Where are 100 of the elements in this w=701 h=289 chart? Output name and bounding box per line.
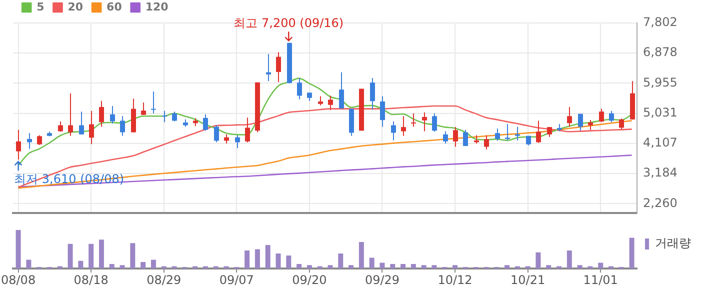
bar xyxy=(276,254,281,269)
candlestick xyxy=(609,110,614,123)
x-tick-label: 11/01 xyxy=(583,272,618,287)
candlestick xyxy=(120,116,125,136)
candlestick xyxy=(276,52,281,83)
bar xyxy=(296,264,302,269)
x-tick-label: 08/18 xyxy=(74,272,108,287)
x-tick-label: 09/07 xyxy=(219,272,254,287)
x-tick-label: 08/08 xyxy=(0,272,36,287)
bar xyxy=(432,265,437,269)
candlestick xyxy=(235,134,240,149)
candlestick xyxy=(16,129,21,160)
legend-label: 5 xyxy=(36,0,44,14)
bar xyxy=(546,265,552,269)
candlestick xyxy=(172,111,177,122)
candlestick xyxy=(79,111,84,136)
bar xyxy=(306,265,312,269)
candlestick xyxy=(411,112,416,128)
x-tick-label: 08/29 xyxy=(146,272,182,287)
candlestick xyxy=(37,134,42,146)
candlestick xyxy=(505,123,510,141)
legend-label: 120 xyxy=(145,0,169,14)
y-tick-label: 5,031 xyxy=(643,105,678,120)
candlestick xyxy=(619,118,624,130)
bar xyxy=(536,252,541,269)
bar xyxy=(452,265,458,269)
bar xyxy=(338,254,344,269)
legend-label: 20 xyxy=(68,0,84,14)
candlestick xyxy=(89,110,94,145)
bar xyxy=(369,258,374,269)
candlestick xyxy=(443,130,448,144)
candlestick xyxy=(214,124,219,143)
bar xyxy=(421,265,426,269)
bar xyxy=(68,244,73,269)
bar xyxy=(109,264,114,269)
x-tick-label: 09/20 xyxy=(292,272,327,287)
y-tick-label: 7,802 xyxy=(643,15,678,30)
x-tick-label: 10/21 xyxy=(510,272,546,287)
bar xyxy=(390,264,396,269)
bar xyxy=(254,249,260,269)
legend-label: 60 xyxy=(106,0,122,14)
candlestick xyxy=(599,108,604,123)
candlestick xyxy=(318,96,323,106)
candlestick xyxy=(141,102,146,116)
candlestick xyxy=(224,134,229,144)
candlestick xyxy=(162,110,167,123)
candlestick xyxy=(588,120,593,130)
bar xyxy=(16,230,21,269)
bar xyxy=(120,265,125,269)
candlestick xyxy=(536,120,541,144)
candlestick xyxy=(567,106,572,128)
candlestick xyxy=(370,77,375,110)
bar xyxy=(400,264,406,269)
bar xyxy=(348,265,354,269)
x-tick-label: 10/12 xyxy=(438,272,472,287)
legend-label: 거래량 xyxy=(655,236,691,250)
bar xyxy=(88,244,94,269)
candlestick xyxy=(266,54,271,82)
bar xyxy=(598,262,604,269)
bar xyxy=(358,242,364,269)
y-tick-label: 4,107 xyxy=(643,136,678,150)
candlestick xyxy=(328,95,333,110)
candlestick xyxy=(131,98,136,133)
bar xyxy=(328,265,333,269)
bar xyxy=(78,260,84,269)
bar xyxy=(265,245,270,269)
bar xyxy=(244,250,250,269)
candlestick xyxy=(578,113,583,132)
candlestick xyxy=(151,91,156,114)
y-tick-label: 2,260 xyxy=(643,196,678,210)
candlestick xyxy=(380,96,385,128)
bar xyxy=(629,238,634,269)
candlestick xyxy=(495,128,500,142)
candlestick xyxy=(422,112,427,132)
candlestick xyxy=(245,117,250,143)
y-tick-label: 6,878 xyxy=(643,45,678,60)
bar xyxy=(504,265,510,269)
y-tick-label: 5,955 xyxy=(643,75,678,90)
annotation: 최고 7,200 (09/16) xyxy=(234,16,344,30)
candlestick xyxy=(391,121,396,141)
y-tick-label: 3,184 xyxy=(643,166,678,180)
bar xyxy=(26,260,32,269)
bar xyxy=(140,262,146,269)
candlestick xyxy=(453,126,458,148)
bar xyxy=(380,262,385,269)
candlestick xyxy=(463,129,468,147)
candlestick xyxy=(349,108,354,136)
x-tick-label: 09/29 xyxy=(364,272,400,287)
candlestick xyxy=(27,132,32,150)
candlestick xyxy=(432,112,437,132)
bar xyxy=(286,255,292,269)
bar xyxy=(98,240,104,269)
bar xyxy=(410,264,416,269)
bar xyxy=(577,265,582,269)
candlestick xyxy=(110,106,115,124)
candlestick xyxy=(339,72,344,110)
candlestick xyxy=(515,126,520,141)
candlestick xyxy=(203,114,208,132)
bar xyxy=(150,260,156,269)
bar xyxy=(130,243,136,269)
